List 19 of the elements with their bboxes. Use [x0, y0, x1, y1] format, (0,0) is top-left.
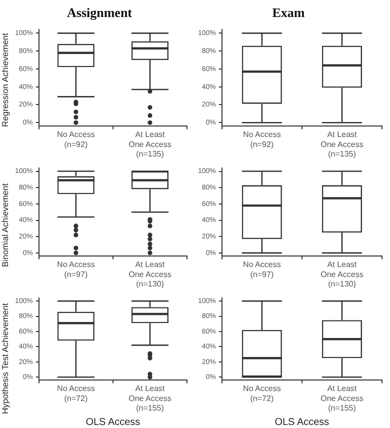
- x-tick-label: At Least One Access (n=135): [128, 130, 172, 158]
- x-tick-label: At Least One Access (n=155): [320, 384, 364, 412]
- x-tick-label: At Least One Access (n=130): [128, 260, 172, 288]
- y-axis-title: Hypothesis Test Achievement: [0, 302, 11, 416]
- chart-title: Assignment: [66, 5, 133, 20]
- y-axis-title: Regression Achievement: [0, 32, 11, 130]
- x-tick-label: No Access (n=92): [57, 130, 95, 149]
- x-tick-label: At Least One Access (n=155): [128, 384, 172, 412]
- x-tick-label: No Access (n=72): [243, 384, 281, 403]
- x-tick-label: No Access (n=97): [57, 260, 95, 279]
- y-axis-title: Binomial Achievement: [0, 182, 11, 269]
- x-tick-label: At Least One Access (n=130): [320, 260, 364, 288]
- x-axis-title: OLS Access: [86, 416, 140, 428]
- chart-title: Exam: [272, 5, 305, 20]
- x-tick-label: No Access (n=92): [243, 130, 281, 149]
- x-axis-title: OLS Access: [274, 416, 330, 428]
- x-tick-label: At Least One Access (n=135): [320, 130, 364, 158]
- x-tick-label: No Access (n=72): [57, 384, 95, 403]
- x-tick-label: No Access (n=97): [243, 260, 281, 279]
